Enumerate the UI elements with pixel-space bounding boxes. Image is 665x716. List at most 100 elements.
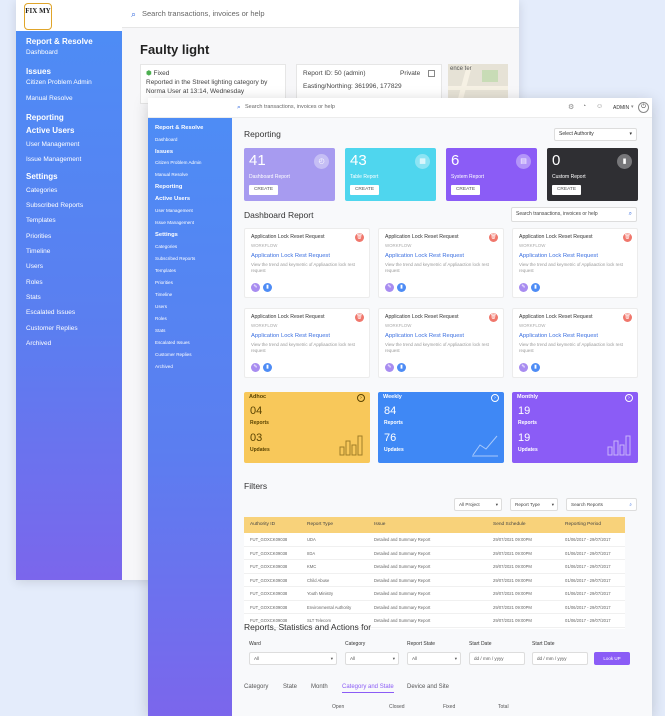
table-row[interactable]: FUT_GOXCK09038 IIDA Detailed and Summary R…: [244, 547, 625, 560]
delete-icon[interactable]: 🗑: [489, 233, 498, 242]
create-button[interactable]: CREATE: [350, 185, 379, 195]
sidebar-item-users[interactable]: Users: [155, 304, 167, 309]
sidebar-item-customer-replies[interactable]: Customer Replies: [26, 325, 78, 332]
chevron-down-icon[interactable]: ▾: [631, 104, 634, 110]
sidebar-item-reporting[interactable]: Reporting: [26, 113, 64, 122]
sidebar-item-manual-resolve[interactable]: Manual Resolve: [155, 172, 188, 177]
sidebar-item-settings[interactable]: Settings: [26, 172, 58, 181]
search-reports-input[interactable]: Search Reports ⌕: [566, 498, 637, 511]
chart-icon[interactable]: ▮: [263, 283, 272, 292]
delete-icon[interactable]: 🗑: [623, 313, 632, 322]
sidebar-item-user-management[interactable]: User Management: [26, 141, 80, 148]
chart-icon[interactable]: ▮: [397, 363, 406, 372]
table-row[interactable]: FUT_GOXCK09038 SLT Telecom Detailed and Su…: [244, 614, 625, 628]
project-select[interactable]: All Project ▾: [454, 498, 502, 511]
table-row[interactable]: FUT_GOXCK09038 Child Abuse Detailed and Su…: [244, 574, 625, 587]
sidebar-item-issues[interactable]: Issues: [155, 149, 174, 155]
delete-icon[interactable]: 🗑: [355, 233, 364, 242]
sidebar-item-templates[interactable]: Templates: [26, 217, 56, 224]
sidebar-item-stats[interactable]: Stats: [26, 294, 41, 301]
tab-month[interactable]: Month: [311, 684, 328, 690]
sidebar-item-categories[interactable]: Categories: [155, 244, 178, 249]
sidebar-item-subscribed-reports[interactable]: Subscribed Reports: [155, 256, 196, 261]
delete-icon[interactable]: 🗑: [355, 313, 364, 322]
period-card-weekly[interactable]: Weekly › 84 Reports 76 Updates: [378, 392, 504, 463]
look-up-button[interactable]: Look UP: [594, 652, 630, 665]
table-header-reporting-period[interactable]: Reporting Period: [565, 522, 601, 527]
user-icon[interactable]: ☺: [596, 103, 604, 110]
tab-category-and-state[interactable]: Category and State: [342, 684, 394, 693]
end-date-input[interactable]: dd / mm / yyyy: [532, 652, 588, 665]
sidebar-item-roles[interactable]: Roles: [26, 279, 43, 286]
sidebar-item-report-resolve[interactable]: Report & Resolve: [155, 125, 204, 131]
table-row[interactable]: FUT_GOXCK09038 Youth Ministry Detailed and…: [244, 587, 625, 601]
sidebar-item-citizen-problem-admin[interactable]: Citizen Problem Admin: [26, 79, 92, 86]
map-view[interactable]: ence ter: [448, 64, 508, 104]
sidebar-item-issues[interactable]: Issues: [26, 67, 51, 76]
sidebar-item-archived[interactable]: Archived: [26, 340, 52, 347]
sidebar-item-manual-resolve[interactable]: Manual Resolve: [26, 95, 73, 102]
edit-icon[interactable]: ✎: [251, 363, 260, 372]
arrow-right-icon[interactable]: ›: [357, 394, 365, 402]
tab-state[interactable]: State: [283, 684, 298, 690]
ward-select[interactable]: All ▾: [249, 652, 337, 665]
sidebar-item-priorities[interactable]: Priorities: [155, 280, 173, 285]
table-header-authority-id[interactable]: Authority ID: [250, 522, 276, 527]
back-search-input[interactable]: Search transactions, invoices or help: [142, 9, 265, 18]
report-state-select[interactable]: All ▾: [407, 652, 461, 665]
sidebar-item-dashboard[interactable]: Dashboard: [155, 137, 178, 142]
dashboard-card-link[interactable]: Application Lock Rest Request: [385, 333, 464, 339]
dashboard-card-link[interactable]: Application Lock Rest Request: [251, 253, 330, 259]
sidebar-item-customer-replies[interactable]: Customer Replies: [155, 352, 192, 357]
create-button[interactable]: CREATE: [451, 185, 480, 195]
dashboard-card[interactable]: Application Lock Reset Request 🗑 WORKFLOW A…: [244, 308, 370, 378]
chart-icon[interactable]: ▮: [263, 363, 272, 372]
private-checkbox[interactable]: [428, 70, 435, 77]
chart-icon[interactable]: ▮: [397, 283, 406, 292]
dashboard-card[interactable]: Application Lock Reset Request 🗑 WORKFLOW A…: [512, 228, 638, 298]
dashboard-card[interactable]: Application Lock Reset Request 🗑 WORKFLOW A…: [512, 308, 638, 378]
sidebar-item-users[interactable]: Users: [26, 263, 43, 270]
sidebar-item-subscribed-reports[interactable]: Subscribed Reports: [26, 202, 84, 209]
sidebar-item-active-users[interactable]: Active Users: [26, 126, 75, 135]
period-card-adhoc[interactable]: Adhoc › 04 Reports 03 Updates: [244, 392, 370, 463]
dashboard-card-link[interactable]: Application Lock Rest Request: [385, 253, 464, 259]
sidebar-item-templates[interactable]: Templates: [155, 268, 176, 273]
start-date-input[interactable]: dd / mm / yyyy: [469, 652, 525, 665]
table-row[interactable]: FUT_GOXCK09038 KMC Detailed and Summary Re…: [244, 560, 625, 574]
sidebar-item-escalated-issues[interactable]: Escalated Issues: [155, 340, 190, 345]
front-search-input[interactable]: Search transactions, invoices or help: [245, 104, 335, 110]
dashboard-card-link[interactable]: Application Lock Rest Request: [519, 333, 598, 339]
sidebar-item-stats[interactable]: Stats: [155, 328, 166, 333]
chart-icon[interactable]: ▮: [531, 363, 540, 372]
table-header-report-type[interactable]: Report Type: [307, 522, 334, 527]
dashboard-card[interactable]: Application Lock Reset Request 🗑 WORKFLOW A…: [378, 308, 504, 378]
sidebar-item-dashboard[interactable]: Dashboard: [26, 49, 58, 56]
sidebar-item-timeline[interactable]: Timeline: [26, 248, 51, 255]
delete-icon[interactable]: 🗑: [489, 313, 498, 322]
authority-select[interactable]: Select Authority ▾: [554, 128, 637, 141]
table-header-issue[interactable]: Issue: [374, 522, 386, 527]
sidebar-item-priorities[interactable]: Priorities: [26, 233, 52, 240]
edit-icon[interactable]: ✎: [519, 363, 528, 372]
period-card-monthly[interactable]: Monthly › 19 Reports 19 Updates: [512, 392, 638, 463]
edit-icon[interactable]: ✎: [385, 283, 394, 292]
edit-icon[interactable]: ✎: [385, 363, 394, 372]
dashboard-card-link[interactable]: Application Lock Rest Request: [519, 253, 598, 259]
sidebar-item-reporting[interactable]: Reporting: [155, 184, 183, 190]
tab-device-and-site[interactable]: Device and Site: [407, 684, 450, 690]
category-select[interactable]: All ▾: [345, 652, 399, 665]
sidebar-item-escalated-issues[interactable]: Escalated Issues: [26, 309, 76, 316]
admin-menu[interactable]: ADMIN: [613, 105, 630, 111]
sidebar-item-active-users[interactable]: Active Users: [155, 196, 191, 202]
sidebar-item-issue-management[interactable]: Issue Management: [26, 156, 82, 163]
sidebar-item-report-resolve[interactable]: Report & Resolve: [26, 37, 93, 46]
sidebar-item-roles[interactable]: Roles: [155, 316, 167, 321]
edit-icon[interactable]: ✎: [519, 283, 528, 292]
sidebar-item-issue-management[interactable]: Issue Management: [155, 220, 195, 225]
table-row[interactable]: FUT_GOXCK09038 Environmental Authority Det…: [244, 601, 625, 614]
sidebar-item-citizen-problem-admin[interactable]: Citizen Problem Admin: [155, 160, 202, 165]
sidebar-item-categories[interactable]: Categories: [26, 187, 58, 194]
dashboard-search-input[interactable]: Search transactions, invoices or help ⌕: [511, 207, 637, 222]
table-header-send-schedule[interactable]: Send Schedule: [493, 522, 526, 527]
